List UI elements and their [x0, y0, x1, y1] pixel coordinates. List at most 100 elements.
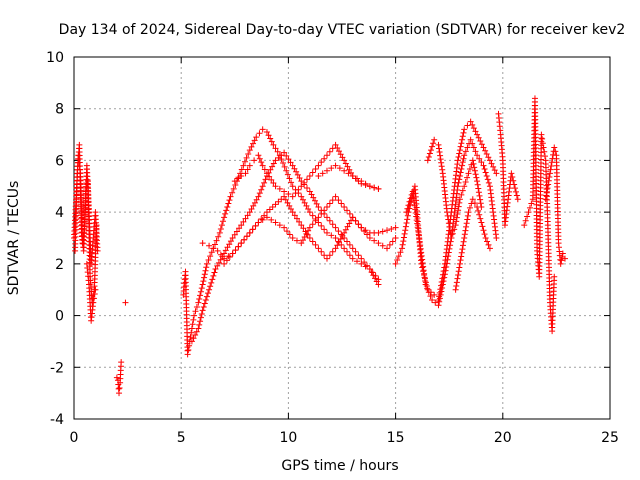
data-point — [545, 177, 552, 184]
data-point — [341, 245, 348, 252]
data-point — [287, 206, 294, 213]
data-point — [196, 321, 203, 328]
data-point — [224, 203, 231, 210]
data-point — [289, 235, 296, 241]
data-point — [456, 150, 463, 157]
data-point — [231, 178, 238, 185]
x-tick-label: 25 — [601, 430, 619, 446]
data-point — [460, 238, 467, 245]
data-point — [201, 271, 208, 278]
data-point — [206, 286, 213, 293]
data-point — [472, 148, 479, 155]
data-point — [512, 188, 519, 195]
data-point — [281, 163, 288, 170]
data-point — [551, 144, 558, 151]
data-point — [326, 217, 333, 224]
data-point — [447, 238, 454, 245]
data-point — [250, 140, 257, 147]
data-point — [235, 174, 242, 181]
data-point — [215, 259, 222, 266]
data-point — [472, 128, 479, 135]
data-point — [464, 216, 471, 223]
data-point — [276, 185, 283, 192]
x-tick-label: 5 — [177, 430, 186, 446]
data-point — [459, 133, 466, 140]
data-point — [394, 256, 401, 263]
data-point — [484, 238, 491, 245]
data-point — [341, 229, 348, 236]
data-point — [299, 196, 306, 203]
data-point — [354, 175, 361, 182]
data-point — [113, 374, 120, 381]
data-point — [285, 156, 292, 163]
data-point — [476, 192, 483, 199]
data-point — [221, 260, 228, 267]
data-point — [475, 185, 482, 192]
data-point — [545, 181, 552, 188]
data-point — [372, 272, 379, 279]
data-point — [400, 238, 407, 245]
data-point — [248, 143, 255, 150]
data-point — [559, 250, 566, 257]
data-point — [323, 203, 330, 210]
data-point — [280, 160, 287, 167]
data-point — [557, 260, 564, 267]
data-point — [309, 238, 316, 245]
data-point — [326, 148, 333, 155]
data-point — [358, 224, 365, 231]
data-point — [461, 152, 468, 159]
data-point — [232, 247, 239, 254]
data-point — [338, 200, 345, 207]
data-point — [454, 210, 461, 217]
data-point — [323, 152, 330, 159]
data-point — [453, 218, 460, 225]
data-point — [238, 172, 245, 179]
x-tick-label: 20 — [494, 430, 512, 446]
data-point — [456, 264, 463, 271]
data-point — [358, 255, 365, 262]
data-point — [190, 335, 197, 342]
y-tick-label: 10 — [46, 50, 64, 66]
data-point — [315, 245, 322, 252]
data-point — [379, 228, 386, 235]
data-point — [466, 204, 473, 211]
data-point — [225, 200, 232, 207]
data-point — [270, 180, 277, 187]
data-point — [337, 151, 344, 158]
data-points — [71, 95, 568, 397]
data-point — [253, 134, 260, 141]
data-point — [187, 334, 194, 341]
data-point — [281, 193, 288, 200]
data-point — [349, 255, 356, 262]
data-point — [193, 328, 200, 335]
data-point — [425, 289, 432, 296]
data-point — [384, 245, 391, 252]
data-point — [431, 291, 438, 298]
data-point — [259, 216, 266, 223]
data-point — [477, 138, 484, 145]
data-point — [539, 135, 546, 142]
data-point — [355, 252, 362, 259]
data-point — [453, 283, 460, 290]
data-point — [547, 166, 554, 173]
data-point — [225, 253, 232, 260]
data-point — [444, 212, 451, 219]
data-point — [218, 222, 225, 229]
data-point — [474, 178, 481, 185]
data-point — [435, 302, 442, 309]
data-point — [485, 241, 492, 248]
data-point — [346, 166, 353, 173]
data-point — [512, 185, 519, 192]
data-point — [491, 167, 498, 174]
data-point — [474, 181, 481, 188]
data-point — [375, 281, 382, 288]
data-point — [198, 285, 205, 292]
data-point — [122, 299, 129, 306]
data-point — [323, 229, 330, 236]
data-point — [203, 264, 210, 271]
data-point — [329, 197, 336, 204]
data-point — [281, 149, 288, 156]
data-point — [485, 179, 492, 186]
data-point — [455, 207, 462, 214]
data-point — [188, 338, 195, 345]
